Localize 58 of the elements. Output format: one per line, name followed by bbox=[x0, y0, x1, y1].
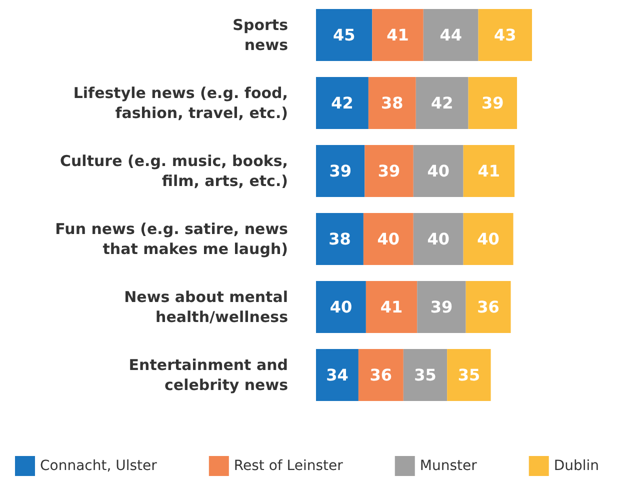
data-label: 41 bbox=[478, 162, 500, 180]
bar bbox=[466, 281, 511, 333]
bar bbox=[463, 213, 514, 265]
data-label: 35 bbox=[414, 366, 436, 384]
data-label: 40 bbox=[377, 230, 400, 248]
data-label: 44 bbox=[440, 26, 462, 44]
data-label: 42 bbox=[430, 94, 454, 112]
bar bbox=[416, 77, 468, 129]
data-label: 35 bbox=[458, 366, 480, 384]
data-label: 41 bbox=[380, 298, 403, 316]
legend-label: Dublin bbox=[554, 458, 600, 474]
bar bbox=[417, 281, 466, 333]
bar bbox=[372, 9, 424, 61]
bar bbox=[316, 77, 368, 129]
data-label: 39 bbox=[482, 94, 504, 112]
bar bbox=[316, 281, 366, 333]
bar bbox=[316, 213, 364, 265]
bar bbox=[468, 77, 518, 129]
bar bbox=[366, 281, 418, 333]
data-label: 34 bbox=[326, 366, 348, 384]
bar bbox=[447, 349, 491, 401]
data-label: 36 bbox=[477, 298, 500, 316]
bar bbox=[364, 145, 414, 197]
data-label: 36 bbox=[370, 366, 392, 384]
legend-label: Munster bbox=[420, 458, 478, 474]
y-tick-label: Sports news bbox=[232, 16, 288, 54]
bar bbox=[413, 145, 464, 197]
data-label: 40 bbox=[330, 298, 352, 316]
bar bbox=[316, 145, 365, 197]
y-tick-label: News about mental health/wellness bbox=[124, 288, 288, 326]
data-label: 38 bbox=[381, 94, 404, 112]
data-label: 42 bbox=[331, 94, 354, 112]
bar bbox=[368, 77, 416, 129]
bar bbox=[413, 213, 464, 265]
y-tick-label: Culture (e.g. music, books, film, arts, etc.) bbox=[60, 152, 288, 190]
data-label: 40 bbox=[427, 230, 450, 248]
bar bbox=[478, 9, 532, 61]
data-label: 45 bbox=[332, 26, 356, 44]
y-tick-label: Lifestyle news (e.g. food, fashion, travel, etc.) bbox=[73, 84, 288, 122]
bar bbox=[358, 349, 404, 401]
data-label: 39 bbox=[329, 162, 352, 180]
y-tick-label: Entertainment and celebrity news bbox=[128, 356, 288, 394]
data-label: 38 bbox=[328, 230, 351, 248]
data-label: 39 bbox=[378, 162, 400, 180]
y-tick-label: Fun news (e.g. satire, news that makes me laugh) bbox=[55, 220, 288, 258]
data-label: 40 bbox=[477, 230, 500, 248]
legend-label: Rest of Leinster bbox=[234, 458, 344, 474]
bar bbox=[463, 145, 515, 197]
data-label: 41 bbox=[386, 26, 409, 44]
bar bbox=[316, 9, 372, 61]
bar bbox=[363, 213, 414, 265]
bar bbox=[316, 349, 358, 401]
bar bbox=[403, 349, 448, 401]
data-label: 39 bbox=[430, 298, 453, 316]
legend-label: Connacht, Ulster bbox=[40, 458, 158, 474]
data-label: 43 bbox=[494, 26, 516, 44]
data-label: 40 bbox=[427, 162, 450, 180]
bar bbox=[423, 9, 478, 61]
